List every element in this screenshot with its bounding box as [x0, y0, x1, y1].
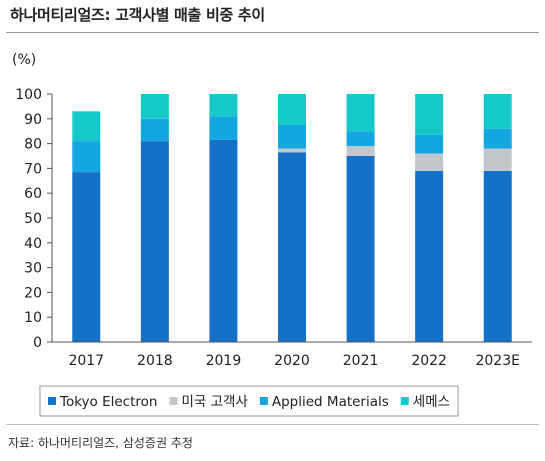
bar-segment-세메스-2022 [415, 94, 444, 135]
y-tick-label: 50 [24, 211, 42, 227]
legend-label-applied-materials: Applied Materials [272, 394, 389, 410]
bar-segment-applied-materials-2019 [209, 116, 238, 140]
y-tick-label: 20 [24, 285, 42, 301]
bar-segment-tokyo-electron-2017 [72, 172, 101, 342]
bar-segment-tokyo-electron-2019 [209, 139, 238, 342]
bar-segment-applied-materials-2018 [140, 118, 169, 142]
bar-segment-tokyo-electron-2021 [346, 156, 375, 342]
bar-segment-tokyo-electron-2018 [140, 141, 169, 342]
source-note: 자료: 하나머티리얼즈, 삼성증권 추정 [8, 436, 193, 450]
bar-segment-세메스-2020 [278, 94, 306, 125]
x-axis: 2017 2018 2019 2020 2021 2022 2023E [52, 341, 532, 369]
bar-segment-applied-materials-2022 [415, 134, 444, 154]
legend-swatch-applied-materials [259, 397, 268, 405]
legend-swatch-미국-고객사 [169, 397, 178, 405]
bar-segment-applied-materials-2020 [278, 125, 306, 149]
bar-segment-세메스-2023E [483, 94, 512, 129]
chart-title: 하나머티리얼즈: 고객사별 매출 비중 추이 [10, 6, 265, 24]
bar-segment-applied-materials-2017 [72, 141, 101, 173]
bar-segment-세메스-2017 [72, 111, 101, 142]
legend-label-미국-고객사: 미국 고객사 [181, 394, 248, 410]
bar-segment-세메스-2019 [209, 94, 238, 117]
bar-segment-세메스-2021 [346, 94, 375, 132]
bar-segment-세메스-2018 [140, 94, 169, 119]
bar-segment-tokyo-electron-2023E [483, 170, 512, 342]
y-tick-label: 40 [24, 236, 42, 252]
bar-segment-tokyo-electron-2020 [278, 152, 306, 342]
legend-swatch-세메스 [400, 397, 409, 405]
bar-segment-미국-고객사-2023E [483, 148, 512, 171]
y-axis-unit-label: (%) [12, 52, 36, 68]
x-tick-label: 2017 [68, 353, 104, 369]
title-divider [6, 32, 539, 33]
legend-label-세메스: 세메스 [413, 394, 450, 410]
y-tick-label: 70 [24, 161, 42, 177]
bar-segment-미국-고객사-2022 [415, 153, 444, 171]
y-tick-label: 30 [24, 261, 42, 277]
bar-segment-applied-materials-2021 [346, 131, 375, 147]
y-tick-label: 100 [15, 87, 42, 103]
y-axis: 0 10 20 30 40 50 60 70 80 90 100 [15, 87, 53, 351]
x-tick-label: 2021 [343, 353, 379, 369]
x-tick-label: 2020 [274, 353, 310, 369]
x-tick-label: 2023E [475, 353, 519, 369]
x-tick-label: 2018 [137, 353, 173, 369]
y-tick-label: 10 [24, 310, 42, 326]
bars-group [72, 94, 512, 342]
footer-divider [6, 424, 539, 425]
y-tick-label: 90 [24, 112, 42, 128]
x-tick-label: 2019 [206, 353, 242, 369]
legend-swatch-tokyo-electron [48, 397, 56, 405]
legend: Tokyo Electron 미국 고객사 Applied Materials 세메스 [39, 385, 459, 417]
legend-frame [39, 385, 459, 417]
y-tick-label: 80 [24, 137, 42, 153]
x-tick-label: 2022 [411, 353, 447, 369]
bar-segment-미국-고객사-2020 [278, 148, 306, 153]
bar-segment-미국-고객사-2021 [346, 146, 375, 156]
legend-label-tokyo-electron: Tokyo Electron [59, 394, 157, 410]
y-tick-label: 0 [33, 335, 42, 351]
bar-segment-tokyo-electron-2022 [415, 170, 444, 342]
y-tick-label: 60 [24, 186, 42, 202]
bar-segment-applied-materials-2023E [483, 128, 512, 149]
